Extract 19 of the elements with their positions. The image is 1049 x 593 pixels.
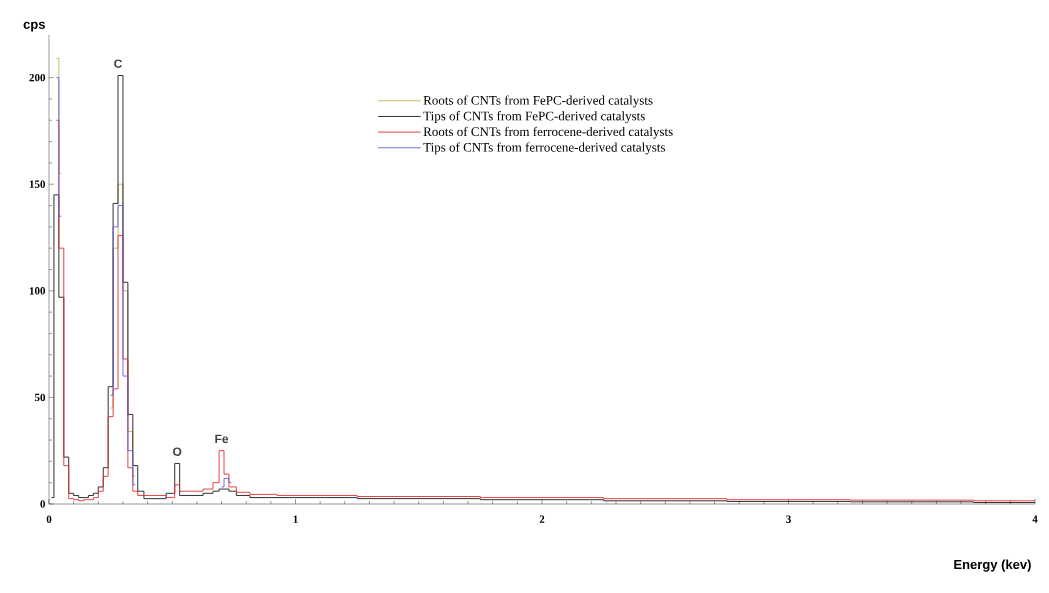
legend-label: Tips of CNTs from ferrocene-derived catalysts (423, 142, 666, 155)
x-axis-title: Energy (kev) (954, 559, 1031, 572)
x-tick-label: 1 (293, 515, 298, 523)
y-tick-label: 150 (29, 180, 46, 188)
y-axis-title: cps (23, 21, 45, 32)
y-tick-label: 0 (40, 500, 46, 508)
legend-label: Roots of CNTs from ferrocene-derived catalysts (423, 126, 673, 139)
y-tick-label: 100 (29, 287, 46, 295)
x-tick-label: 0 (46, 515, 52, 523)
y-tick-label: 200 (29, 73, 46, 82)
annotation: O (173, 447, 182, 456)
annotation: Fe (215, 434, 229, 444)
annotation: C (114, 59, 123, 68)
legend-label: Roots of CNTs from FePC-derived catalysts (423, 95, 653, 108)
x-tick-label: 4 (1032, 515, 1038, 523)
x-tick-label: 3 (786, 515, 791, 523)
y-tick-label: 50 (34, 393, 46, 402)
legend-label: Tips of CNTs from FePC-derived catalysts (423, 111, 645, 124)
x-tick-label: 2 (539, 515, 545, 523)
